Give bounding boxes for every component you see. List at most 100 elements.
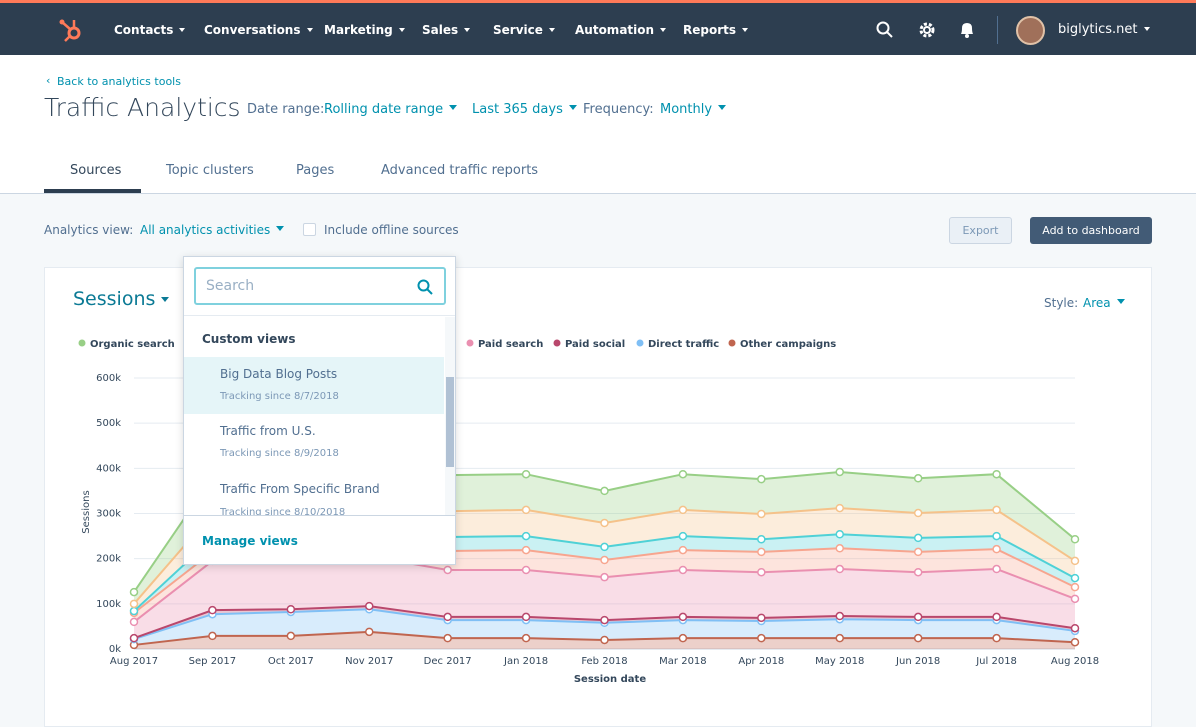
data-point <box>521 565 531 575</box>
data-point <box>600 615 609 625</box>
data-point <box>757 567 766 577</box>
divider <box>184 315 455 316</box>
x-tick-label: Nov 2017 <box>345 656 393 667</box>
data-point <box>678 469 688 479</box>
nav-item[interactable]: Marketing <box>324 23 405 37</box>
back-link[interactable]: Back to analytics tools <box>57 75 181 88</box>
legend-label: Paid social <box>565 339 625 350</box>
avatar[interactable] <box>1016 16 1045 45</box>
x-tick-label: May 2018 <box>815 656 864 667</box>
scrollbar-thumb[interactable] <box>446 377 454 467</box>
back-arrow[interactable]: ‹ <box>46 74 51 87</box>
add-to-dashboard-button[interactable]: Add to dashboard <box>1030 217 1152 244</box>
y-axis-title: Sessions <box>81 490 92 533</box>
x-tick-label: Jun 2018 <box>895 656 940 667</box>
data-point <box>443 565 452 575</box>
nav-item[interactable]: Conversations <box>204 23 313 37</box>
view-name[interactable]: Traffic From Specific Brand <box>220 482 380 496</box>
nav-item[interactable]: Service <box>493 23 555 37</box>
data-point <box>1070 637 1080 647</box>
data-point <box>1070 534 1080 544</box>
data-point <box>835 530 844 539</box>
nav-item[interactable]: Sales <box>422 23 470 37</box>
search-icon[interactable] <box>876 21 894 39</box>
view-name[interactable]: Big Data Blog Posts <box>220 367 338 381</box>
metric-select[interactable]: Sessions <box>73 288 169 310</box>
scrollbar[interactable] <box>445 317 455 515</box>
data-point <box>913 508 923 518</box>
data-point <box>365 627 374 637</box>
tab[interactable]: Advanced traffic reports <box>381 163 539 178</box>
data-point <box>913 567 923 577</box>
export-button[interactable]: Export <box>949 217 1012 244</box>
data-point <box>1070 573 1080 583</box>
date-range-select[interactable]: Rolling date range <box>324 102 457 117</box>
data-point <box>913 474 923 483</box>
data-point <box>1070 623 1080 633</box>
checkbox-label[interactable]: Include offline sources <box>324 223 459 237</box>
data-point <box>757 534 766 544</box>
data-point <box>992 544 1001 554</box>
menu-item-highlight[interactable] <box>184 357 444 414</box>
data-point <box>129 599 139 609</box>
nav-item[interactable]: Reports <box>683 23 748 37</box>
data-point <box>835 467 844 477</box>
data-point <box>678 531 688 541</box>
style-select[interactable]: Area <box>1083 296 1125 310</box>
data-point <box>521 612 531 622</box>
tab[interactable]: Topic clusters <box>166 163 254 178</box>
search-box[interactable]: Search <box>194 267 446 305</box>
data-point <box>835 633 844 643</box>
data-point <box>600 555 609 565</box>
checkbox[interactable] <box>303 223 316 236</box>
data-point <box>835 503 844 513</box>
data-point <box>129 606 139 616</box>
tab[interactable]: Pages <box>296 163 335 178</box>
data-point <box>835 544 844 553</box>
data-point <box>365 601 374 611</box>
data-point <box>992 505 1001 515</box>
data-point <box>757 509 766 519</box>
data-point <box>1070 594 1080 604</box>
view-name[interactable]: Traffic from U.S. <box>220 424 316 438</box>
legend-marker <box>553 339 561 347</box>
x-axis-title: Session date <box>574 674 646 685</box>
frequency-select[interactable]: Monthly <box>660 102 726 117</box>
data-point <box>992 469 1001 479</box>
x-tick-label: Aug 2017 <box>110 656 158 667</box>
x-tick-label: Sep 2017 <box>189 656 236 667</box>
settings-icon[interactable] <box>918 21 936 39</box>
data-point <box>521 633 531 643</box>
analytics-view-select[interactable]: All analytics activities <box>140 223 284 237</box>
period-select[interactable]: Last 365 days <box>472 102 577 117</box>
data-point <box>129 587 139 597</box>
page-title: Traffic Analytics <box>44 93 241 122</box>
account-menu[interactable]: biglytics.net <box>1058 22 1150 37</box>
data-point <box>913 612 923 622</box>
data-point <box>757 633 766 643</box>
label: Date range: <box>247 102 325 117</box>
data-point <box>600 572 609 582</box>
data-point <box>992 633 1001 643</box>
data-point <box>1070 556 1080 566</box>
data-point <box>521 505 531 515</box>
legend-label: Paid search <box>478 339 543 350</box>
data-point <box>443 612 452 622</box>
data-point <box>286 605 296 614</box>
manage-views-link[interactable]: Manage views <box>202 534 298 548</box>
tab[interactable]: Sources <box>70 163 122 178</box>
area-fill <box>134 556 1075 639</box>
view-tracking: Tracking since 8/10/2018 <box>220 507 346 515</box>
notifications-icon[interactable] <box>958 21 976 39</box>
y-tick-label: 500k <box>96 418 121 429</box>
nav-item[interactable]: Automation <box>575 23 666 37</box>
y-tick-label: 200k <box>96 554 121 565</box>
nav-item[interactable]: Contacts <box>114 23 185 37</box>
legend-marker <box>466 339 474 347</box>
x-tick-label: Apr 2018 <box>738 656 784 667</box>
active-tab-indicator <box>44 189 141 193</box>
hubspot-logo[interactable] <box>58 15 86 43</box>
x-tick-label: Jan 2018 <box>503 656 548 667</box>
data-point <box>678 565 688 575</box>
